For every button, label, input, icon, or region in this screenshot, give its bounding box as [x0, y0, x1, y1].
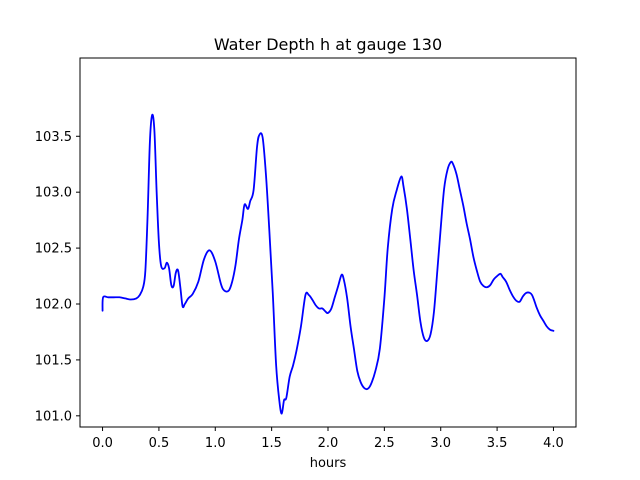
- y-tick-label: 102.0: [35, 298, 72, 313]
- axis-ticks: 0.0 0.5 1.0 1.5 2.0 2.5 3.0 3.5 4.0 101.0 101.5 102…: [35, 130, 564, 451]
- y-tick-label: 101.0: [35, 409, 72, 424]
- x-tick-label: 2.5: [374, 436, 395, 451]
- x-tick-label: 0.0: [92, 436, 113, 451]
- x-tick-label: 1.5: [261, 436, 282, 451]
- y-tick-label: 103.5: [35, 130, 72, 145]
- x-tick-label: 2.0: [318, 436, 339, 451]
- x-tick-label: 4.0: [543, 436, 564, 451]
- x-axis-title: hours: [310, 456, 347, 471]
- y-tick-label: 101.5: [35, 353, 72, 368]
- y-tick-label: 102.5: [35, 242, 72, 257]
- x-tick-label: 3.0: [430, 436, 451, 451]
- series-line: [101, 113, 555, 415]
- plot-area: [101, 113, 555, 415]
- chart-title: Water Depth h at gauge 130: [214, 35, 442, 54]
- plot-frame: [79, 57, 577, 428]
- x-tick-label: 3.5: [487, 436, 508, 451]
- y-tick-label: 103.0: [35, 186, 72, 201]
- x-tick-label: 1.0: [205, 436, 226, 451]
- x-tick-label: 0.5: [149, 436, 170, 451]
